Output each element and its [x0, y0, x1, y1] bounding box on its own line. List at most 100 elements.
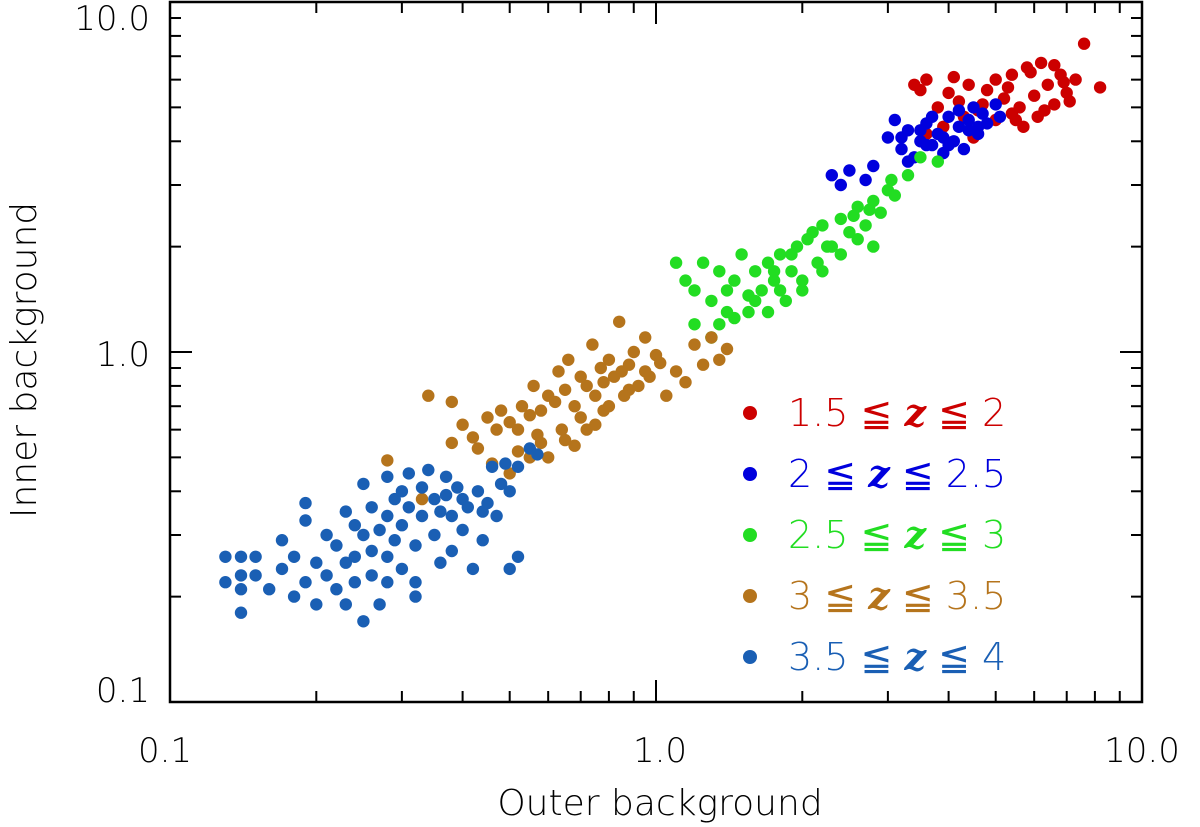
data-point-series-3: [785, 265, 798, 278]
data-point-series-5: [388, 492, 401, 506]
legend-label-pre: 2 ≦: [788, 452, 868, 496]
data-point-series-5: [339, 598, 352, 611]
legend-marker: [743, 528, 757, 542]
data-point-series-4: [580, 379, 593, 393]
data-point-series-3: [696, 256, 710, 269]
data-point-series-3: [705, 294, 718, 308]
data-point-series-3: [669, 256, 683, 269]
data-point-series-5: [434, 505, 447, 518]
y-axis-title: Inner background: [4, 202, 45, 518]
data-point-series-4: [534, 404, 548, 417]
data-point-series-3: [773, 248, 787, 261]
data-point-series-3: [749, 265, 762, 278]
data-point-series-5: [531, 448, 544, 461]
data-point-series-5: [381, 470, 394, 483]
data-point-series-4: [568, 439, 581, 452]
data-point-series-3: [801, 233, 814, 246]
data-point-series-1: [1024, 66, 1037, 79]
data-point-series-5: [381, 550, 394, 563]
legend-label-pre: 2.5 ≦: [788, 513, 904, 557]
data-point-series-5: [415, 509, 429, 523]
data-point-series-2: [971, 120, 985, 133]
data-point-series-3: [767, 265, 781, 278]
data-point-series-4: [713, 353, 726, 366]
data-point-series-5: [365, 569, 378, 582]
legend-label-post: ≦ 2.5: [890, 452, 1006, 496]
data-point-series-5: [439, 470, 453, 483]
data-point-series-4: [481, 411, 494, 424]
data-point-series-5: [409, 590, 422, 603]
data-point-series-3: [847, 209, 860, 222]
data-point-series-3: [851, 233, 864, 246]
data-point-series-5: [456, 523, 469, 537]
legend-label-pre: 1.5 ≦: [788, 391, 904, 435]
data-point-series-4: [542, 451, 555, 464]
data-point-series-1: [1028, 89, 1041, 102]
data-point-series-1: [920, 73, 933, 86]
data-point-series-3: [834, 212, 847, 226]
data-point-series-1: [1041, 78, 1055, 92]
data-point-series-4: [602, 400, 616, 413]
legend-label: 2 ≦ z ≦ 2.5: [788, 451, 1006, 496]
data-point-series-4: [511, 423, 525, 436]
data-point-series-1: [1063, 95, 1076, 108]
data-point-series-2: [962, 113, 975, 127]
data-point-series-5: [249, 569, 262, 582]
data-point-series-5: [485, 460, 499, 473]
data-point-series-5: [373, 598, 386, 611]
data-point-series-2: [867, 159, 880, 173]
data-point-series-5: [428, 492, 441, 506]
data-point-series-5: [249, 550, 262, 563]
data-point-series-4: [555, 423, 568, 436]
data-point-series-4: [445, 436, 458, 450]
legend-label-z: z: [903, 512, 927, 557]
legend-label-z: z: [867, 573, 891, 618]
data-point-series-5: [434, 556, 447, 569]
data-point-series-5: [511, 460, 525, 473]
data-point-series-1: [989, 73, 1002, 86]
data-point-series-5: [299, 576, 312, 589]
data-point-series-3: [742, 289, 755, 302]
data-point-series-4: [632, 379, 645, 393]
data-point-series-4: [669, 365, 683, 378]
data-point-series-3: [867, 240, 880, 253]
data-point-series-5: [466, 562, 480, 576]
data-point-series-4: [422, 389, 435, 402]
data-point-series-1: [931, 101, 944, 114]
legend-label: 3.5 ≦ z ≦ 4: [788, 634, 1006, 679]
data-point-series-5: [451, 481, 464, 494]
data-points: [219, 37, 1107, 628]
data-point-series-3: [834, 248, 847, 261]
data-point-series-3: [761, 305, 775, 319]
data-point-series-4: [679, 376, 692, 389]
data-point-series-5: [357, 477, 370, 491]
data-point-series-5: [415, 481, 429, 494]
data-point-series-1: [1001, 81, 1015, 94]
legend-label: 3 ≦ z ≦ 3.5: [788, 573, 1006, 618]
legend-marker: [743, 589, 757, 603]
x-tick-label-1: 1.0: [633, 731, 687, 771]
data-point-series-3: [679, 274, 692, 287]
data-point-series-1: [1005, 68, 1019, 81]
data-point-series-5: [409, 539, 422, 552]
data-point-series-1: [952, 95, 966, 108]
data-point-series-4: [705, 331, 718, 344]
legend-label-pre: 3 ≦: [788, 574, 868, 618]
data-point-series-2: [859, 173, 872, 187]
data-point-series-5: [402, 501, 415, 514]
data-point-series-5: [494, 477, 508, 491]
data-point-series-3: [874, 206, 887, 219]
data-point-series-5: [357, 528, 370, 542]
data-point-series-1: [1048, 58, 1061, 72]
x-tick-label-0: 0.1: [138, 731, 192, 771]
data-point-series-4: [445, 395, 458, 409]
data-point-series-4: [494, 404, 508, 417]
data-point-series-3: [785, 248, 798, 261]
data-point-series-4: [594, 361, 607, 375]
data-point-series-2: [901, 155, 915, 168]
data-point-series-4: [471, 442, 485, 455]
data-point-series-5: [287, 590, 301, 603]
legend-label: 1.5 ≦ z ≦ 2: [788, 390, 1006, 435]
data-point-series-3: [859, 219, 872, 232]
data-point-series-1: [914, 83, 927, 97]
